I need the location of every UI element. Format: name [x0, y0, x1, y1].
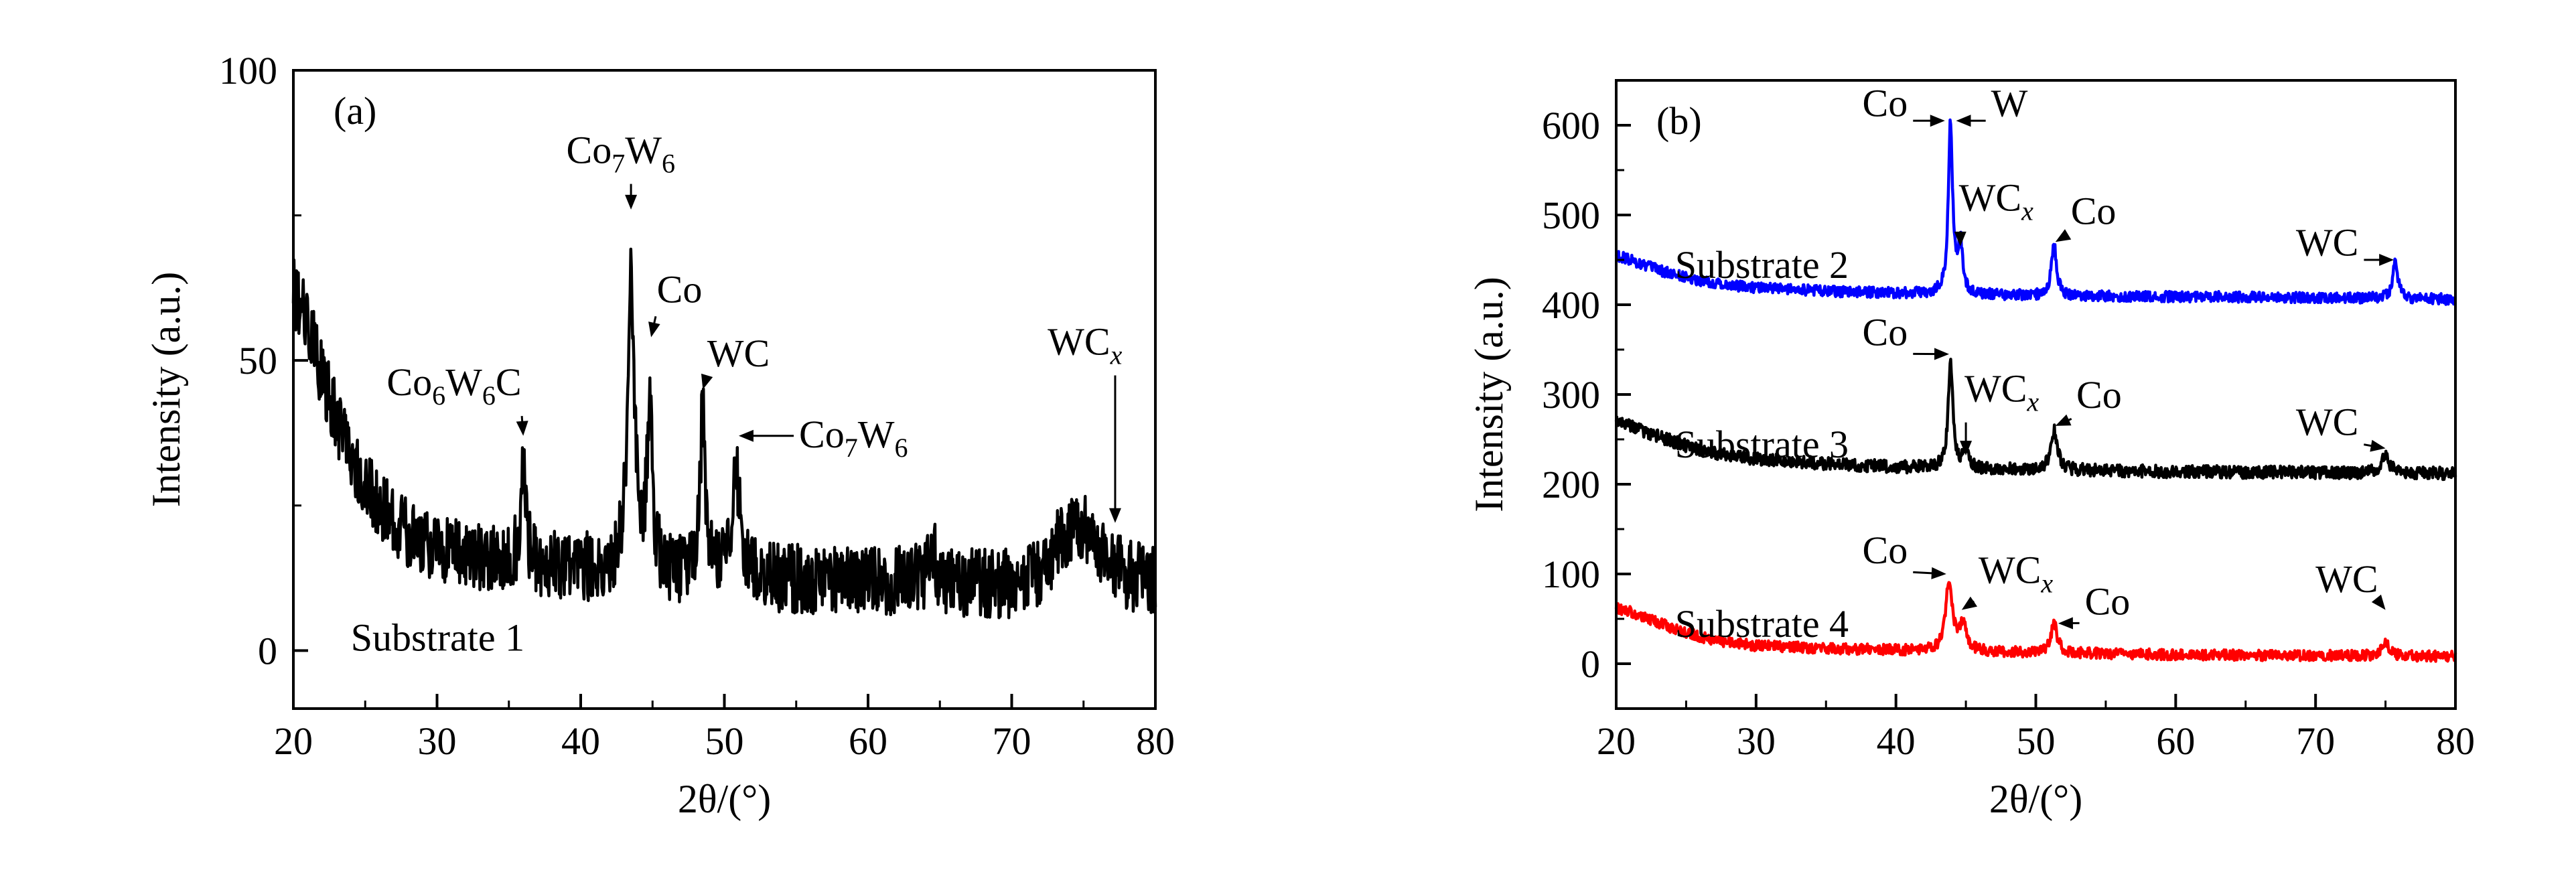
- y-tick-label: 600: [1542, 104, 1600, 147]
- x-axis-title: 2θ/(°): [1989, 777, 2082, 821]
- peak-annotation: WC: [2296, 400, 2358, 443]
- arrow-head: [516, 421, 528, 436]
- series-line-substrate-3: [1614, 358, 2457, 482]
- y-axis-title: Intensity (a.u.): [1467, 277, 1511, 512]
- y-tick-label: 0: [258, 629, 277, 672]
- peak-annotation: Co: [1863, 310, 1908, 354]
- peak-annotation: Co7W6: [799, 413, 908, 463]
- x-tick-label: 60: [849, 719, 887, 763]
- peak-annotation: Co: [2076, 373, 2122, 417]
- arrow-head: [2055, 229, 2072, 242]
- x-tick-label: 50: [705, 719, 744, 763]
- peak-annotation: Co: [2071, 189, 2117, 232]
- arrow-head: [2379, 254, 2394, 266]
- peak-annotation: W: [1991, 82, 2028, 125]
- y-axis-title: Intensity (a.u.): [144, 272, 188, 508]
- series-line-substrate-2: [1614, 118, 2457, 306]
- arrow-head: [701, 373, 713, 390]
- x-tick-label: 50: [2017, 719, 2056, 763]
- y-tick-label: 100: [1542, 553, 1600, 596]
- peak-annotation: WC: [707, 332, 770, 375]
- x-tick-label: 80: [2436, 719, 2475, 763]
- series-line-substrate-4: [1614, 581, 2457, 663]
- y-tick-label: 500: [1542, 194, 1600, 237]
- x-tick-label: 80: [1136, 719, 1175, 763]
- series-line-substrate-1: [291, 247, 1157, 620]
- arrow-head: [1108, 508, 1121, 523]
- arrow-head: [2370, 439, 2386, 452]
- x-tick-label: 30: [1737, 719, 1776, 763]
- y-tick-label: 50: [238, 339, 277, 382]
- peak-annotation: WCx: [1979, 548, 2053, 598]
- peak-annotation: Co: [657, 268, 703, 311]
- arrow-head: [1931, 567, 1946, 579]
- arrow-head: [2371, 594, 2386, 610]
- panel-a-chart: 20 30 40 50 60 70 80 0 50 100 2θ/(°) Intensity (a.u…: [144, 49, 1175, 821]
- arrow-head: [1930, 115, 1945, 127]
- peak-annotation: Co7W6: [567, 129, 675, 179]
- peak-annotation: Co6W6C: [386, 360, 521, 411]
- x-tick-label: 30: [418, 719, 457, 763]
- y-tick-label: 300: [1542, 373, 1600, 417]
- x-tick-label: 20: [274, 719, 313, 763]
- x-tick-label: 40: [561, 719, 600, 763]
- panel-b-chart: 20 30 40 50 60 70 80 0 100 200 300 400 500 600 2θ/(°) I…: [1467, 79, 2475, 821]
- peak-annotation: Co: [2085, 579, 2131, 623]
- peak-annotation: WCx: [1959, 175, 2033, 226]
- arrow-head: [625, 194, 638, 210]
- y-tick-label: 100: [219, 49, 277, 92]
- panel-label: (b): [1656, 99, 1702, 143]
- x-tick-label: 70: [993, 719, 1031, 763]
- x-tick-label: 40: [1877, 719, 1916, 763]
- x-axis-title: 2θ/(°): [678, 777, 771, 821]
- arrow-head: [738, 429, 754, 442]
- x-tick-label: 60: [2156, 719, 2195, 763]
- arrow-head: [2055, 414, 2072, 426]
- arrow-head: [1960, 441, 1973, 456]
- series-label: Substrate 2: [1675, 243, 1849, 287]
- x-tick-label: 20: [1597, 719, 1636, 763]
- peak-annotation: WCx: [1048, 320, 1122, 370]
- arrow-head: [1934, 348, 1950, 360]
- y-tick-label: 200: [1542, 463, 1600, 506]
- arrow-head: [1956, 115, 1971, 127]
- peak-annotation: Co: [1863, 528, 1908, 572]
- peak-annotation: WCx: [1964, 367, 2039, 417]
- series-label: Substrate 3: [1675, 423, 1849, 466]
- series-label: Substrate 4: [1675, 602, 1849, 646]
- arrow-head: [648, 321, 660, 338]
- arrow-head: [1961, 596, 1978, 610]
- peak-annotation: WC: [2315, 557, 2378, 601]
- arrow-head: [2058, 617, 2074, 630]
- peak-annotation: WC: [2296, 220, 2358, 264]
- series-label: Substrate 1: [351, 615, 524, 659]
- arrow-head: [1954, 231, 1966, 246]
- y-tick-label: 0: [1581, 642, 1600, 686]
- x-tick-label: 70: [2296, 719, 2335, 763]
- y-tick-label: 400: [1542, 283, 1600, 327]
- panel-label: (a): [334, 89, 376, 133]
- peak-annotation: Co: [1863, 82, 1908, 125]
